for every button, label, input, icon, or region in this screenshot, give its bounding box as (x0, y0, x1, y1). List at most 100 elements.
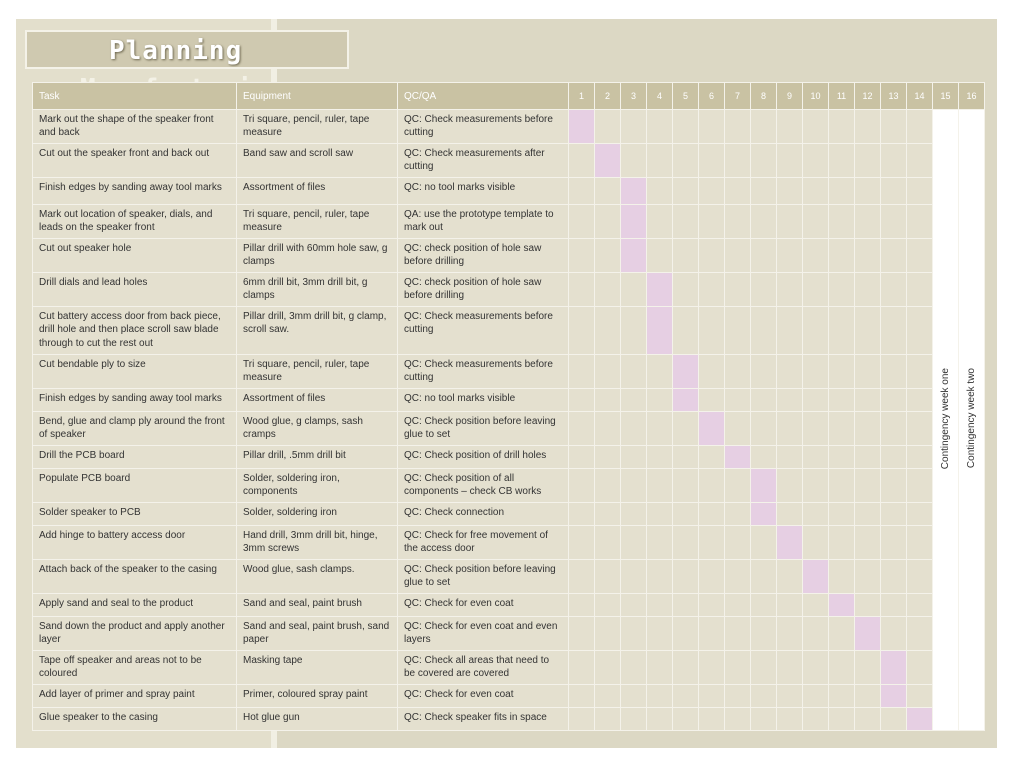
equipment-cell: Wood glue, sash clamps. (236, 559, 398, 594)
week-cell (906, 650, 933, 685)
week-cell (776, 707, 803, 731)
week-cell (802, 468, 829, 503)
week-cell (620, 109, 647, 144)
header-week-5: 5 (672, 82, 699, 110)
scheduled-week-cell (698, 411, 725, 446)
week-cell (854, 109, 881, 144)
table-row: Apply sand and seal to the product Sand a… (32, 593, 985, 617)
week-cell (646, 650, 673, 685)
week-cell (698, 593, 725, 617)
table-row: Drill dials and lead holes 6mm drill bit,… (32, 272, 985, 307)
week-cell (698, 354, 725, 389)
week-cell (724, 238, 751, 273)
table-row: Glue speaker to the casing Hot glue gun QC… (32, 707, 985, 731)
week-cell (568, 684, 595, 708)
qc-cell: QC: Check position before leaving glue t… (397, 559, 569, 594)
qc-cell: QC: Check position of all components – c… (397, 468, 569, 503)
week-cell (802, 109, 829, 144)
scheduled-week-cell (750, 502, 777, 526)
week-cell (828, 502, 855, 526)
page-title: Planning (109, 36, 243, 66)
equipment-cell: Pillar drill, .5mm drill bit (236, 445, 398, 469)
week-cell (620, 445, 647, 469)
task-cell: Tape off speaker and areas not to be col… (32, 650, 237, 685)
week-cell (906, 204, 933, 239)
table-row: Sand down the product and apply another … (32, 616, 985, 651)
week-cell (672, 502, 699, 526)
week-cell (620, 707, 647, 731)
qc-cell: QC: no tool marks visible (397, 177, 569, 205)
week-cell (880, 388, 907, 412)
table-row: Mark out the shape of the speaker front … (32, 109, 985, 731)
qc-cell: QC: Check position before leaving glue t… (397, 411, 569, 446)
week-cell (750, 272, 777, 307)
week-cell (620, 143, 647, 178)
header-week-14: 14 (906, 82, 933, 110)
task-cell: Mark out location of speaker, dials, and… (32, 204, 237, 239)
week-cell (672, 445, 699, 469)
header-week-7: 7 (724, 82, 751, 110)
week-cell (828, 177, 855, 205)
title-overflow-text: Manufacturing (80, 69, 284, 83)
scheduled-week-cell (646, 306, 673, 355)
week-cell (594, 525, 621, 560)
table-row: Add layer of primer and spray paint Prime… (32, 684, 985, 708)
week-cell (750, 525, 777, 560)
qc-cell: QC: Check position of drill holes (397, 445, 569, 469)
week-cell (750, 707, 777, 731)
week-cell (620, 525, 647, 560)
week-cell (906, 616, 933, 651)
scheduled-week-cell (568, 109, 595, 144)
table-row: Solder speaker to PCB Solder, soldering i… (32, 502, 985, 526)
week-cell (776, 445, 803, 469)
week-cell (854, 354, 881, 389)
qc-cell: QC: no tool marks visible (397, 388, 569, 412)
week-cell (854, 272, 881, 307)
week-cell (750, 354, 777, 389)
week-cell (880, 707, 907, 731)
week-cell (594, 468, 621, 503)
task-cell: Add layer of primer and spray paint (32, 684, 237, 708)
week-cell (620, 616, 647, 651)
equipment-cell: Pillar drill, 3mm drill bit, g clamp, sc… (236, 306, 398, 355)
week-cell (698, 306, 725, 355)
week-cell (880, 502, 907, 526)
week-cell (854, 388, 881, 412)
scheduled-week-cell (620, 238, 647, 273)
week-cell (594, 306, 621, 355)
week-cell (672, 650, 699, 685)
qc-cell: QC: Check for even coat and even layers (397, 616, 569, 651)
week-cell (568, 306, 595, 355)
week-cell (802, 177, 829, 205)
week-cell (568, 204, 595, 239)
week-cell (620, 684, 647, 708)
task-cell: Solder speaker to PCB (32, 502, 237, 526)
qc-cell: QA: use the prototype template to mark o… (397, 204, 569, 239)
week-cell (672, 204, 699, 239)
table-row: Attach back of the speaker to the casing… (32, 559, 985, 594)
week-cell (750, 306, 777, 355)
week-cell (620, 272, 647, 307)
contingency-cell-16: Contingency week two (958, 109, 985, 731)
week-cell (646, 354, 673, 389)
scheduled-week-cell (880, 650, 907, 685)
week-cell (906, 445, 933, 469)
week-cell (568, 272, 595, 307)
week-cell (880, 593, 907, 617)
week-cell (672, 272, 699, 307)
week-cell (880, 204, 907, 239)
header-week-3: 3 (620, 82, 647, 110)
week-cell (906, 468, 933, 503)
week-cell (906, 411, 933, 446)
equipment-cell: Solder, soldering iron (236, 502, 398, 526)
header-week-9: 9 (776, 82, 803, 110)
task-cell: Mark out the shape of the speaker front … (32, 109, 237, 144)
qc-cell: QC: Check measurements before cutting (397, 306, 569, 355)
week-cell (776, 468, 803, 503)
equipment-cell: Band saw and scroll saw (236, 143, 398, 178)
qc-cell: QC: Check measurements before cutting (397, 354, 569, 389)
week-cell (854, 177, 881, 205)
table-row: Tape off speaker and areas not to be col… (32, 650, 985, 685)
header-week-13: 13 (880, 82, 907, 110)
week-cell (594, 354, 621, 389)
